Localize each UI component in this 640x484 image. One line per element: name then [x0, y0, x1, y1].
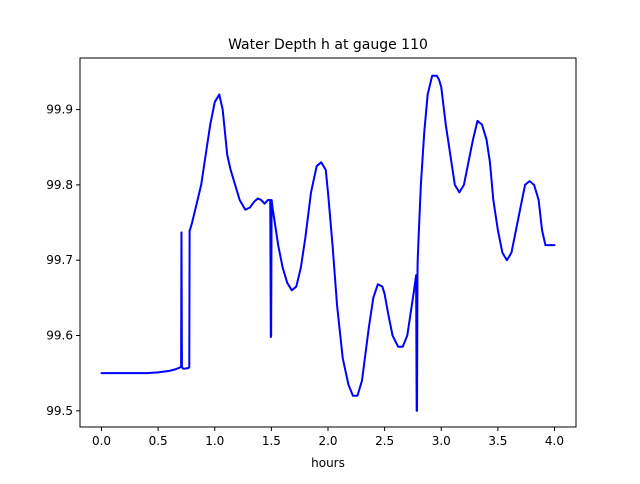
x-tick-label: 0.5 [149, 434, 168, 448]
x-tick-label: 3.0 [432, 434, 451, 448]
x-axis-label: hours [311, 456, 345, 470]
y-tick-label: 99.5 [46, 404, 73, 418]
plot-area [100, 74, 556, 412]
axes-frame [79, 57, 577, 428]
y-tick-label: 99.9 [46, 103, 73, 117]
x-axis-ticks: 0.0 0.5 1.0 1.5 2.0 2.5 3.0 3.5 4.0 [92, 427, 564, 448]
y-tick-label: 99.6 [46, 329, 73, 343]
x-tick-label: 0.0 [92, 434, 111, 448]
x-tick-label: 2.5 [375, 434, 394, 448]
x-tick-label: 4.0 [545, 434, 564, 448]
y-tick-label: 99.7 [46, 253, 73, 267]
x-tick-label: 2.0 [318, 434, 337, 448]
series-line-0 [100, 74, 556, 412]
x-tick-label: 1.5 [262, 434, 281, 448]
y-tick-label: 99.8 [46, 178, 73, 192]
chart-title: Water Depth h at gauge 110 [228, 37, 428, 53]
y-axis-ticks: 99.5 99.6 99.7 99.8 99.9 [46, 103, 80, 418]
x-tick-label: 1.0 [205, 434, 224, 448]
x-tick-label: 3.5 [488, 434, 507, 448]
